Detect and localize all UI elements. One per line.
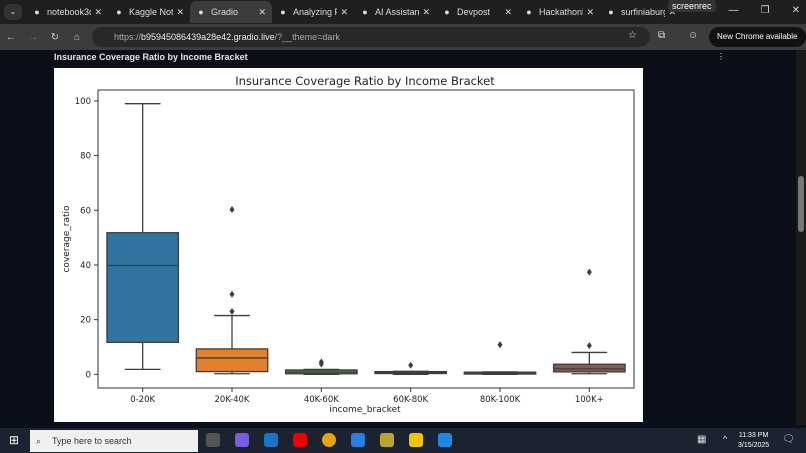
gradio-icon: ● bbox=[198, 7, 204, 17]
y-tick-label: 20 bbox=[80, 316, 91, 326]
tab-kaggle-note[interactable]: ● Kaggle Note✕ bbox=[108, 1, 190, 23]
close-tab-icon[interactable]: ✕ bbox=[94, 6, 102, 17]
close-tab-icon[interactable]: ✕ bbox=[176, 6, 184, 17]
x-tick-label: 20K-40K bbox=[215, 395, 250, 405]
tab-label: notebook3d bbox=[47, 7, 92, 17]
app-icon[interactable] bbox=[380, 433, 394, 447]
box-20K-40K bbox=[195, 348, 269, 373]
taskbar-search-input[interactable]: ⌕ Type here to search bbox=[30, 430, 198, 452]
address-bar-row: ← → ↻ ⌂ https://b95945086439a28e42.gradi… bbox=[0, 24, 806, 61]
outlier-point bbox=[497, 341, 503, 349]
outlier-point bbox=[586, 342, 592, 350]
outlier-point bbox=[408, 361, 414, 369]
bookmark-star-icon[interactable]: ☆ bbox=[628, 30, 637, 41]
hackathon-icon: ● bbox=[526, 7, 532, 17]
chrome-icon[interactable] bbox=[322, 433, 336, 447]
x-tick-label: 100K+ bbox=[575, 395, 604, 405]
minimize-icon[interactable]: — bbox=[728, 5, 739, 16]
tab-notebook3d[interactable]: ● notebook3d ✕ bbox=[26, 1, 108, 23]
close-tab-icon[interactable]: ✕ bbox=[340, 6, 348, 17]
tab-ai-assistant[interactable]: ● AI Assistant ✕ bbox=[354, 1, 436, 23]
taskbar: ⊞ ⌕ Type here to search ▦ ^ 11:33 PM 3/15/… bbox=[0, 428, 806, 453]
home-icon[interactable]: ⌂ bbox=[73, 31, 81, 43]
outlier-point bbox=[229, 290, 235, 298]
extensions-icon[interactable]: ⧉ bbox=[658, 30, 666, 41]
github-icon: ● bbox=[608, 7, 614, 17]
reload-icon[interactable]: ↻ bbox=[50, 31, 60, 43]
tab-bar: ⌄ ●notebook3d✕●Kaggle Note✕●Gradio✕●Anal… bbox=[0, 0, 806, 24]
sticky-notes-icon[interactable] bbox=[409, 433, 423, 447]
forward-icon[interactable]: → bbox=[28, 31, 38, 43]
close-tab-icon[interactable]: ✕ bbox=[586, 6, 594, 17]
plot-card: Insurance Coverage Ratio by Income Brack… bbox=[54, 68, 643, 422]
box-100K+ bbox=[552, 363, 626, 373]
restore-icon[interactable]: ❐ bbox=[760, 5, 770, 16]
windows-start-icon[interactable]: ⊞ bbox=[9, 433, 20, 447]
bug-icon: ● bbox=[280, 7, 286, 17]
vscode-icon[interactable] bbox=[438, 433, 452, 447]
tab-label: surfiniaburg bbox=[621, 7, 666, 17]
tab-label: Gradio bbox=[211, 7, 239, 17]
y-tick-label: 80 bbox=[80, 152, 91, 162]
y-axis-label: coverage_ratio bbox=[62, 205, 72, 273]
notifications-icon[interactable]: 🗨 bbox=[782, 434, 795, 445]
download-icon[interactable] bbox=[351, 433, 365, 447]
outlier-point bbox=[229, 307, 235, 315]
tab-hackathonn[interactable]: ● HackathonN✕ bbox=[518, 1, 600, 23]
outlier-point bbox=[586, 268, 592, 276]
y-tick-label: 100 bbox=[75, 97, 91, 107]
x-tick-label: 80K-100K bbox=[480, 395, 521, 405]
y-tick-label: 0 bbox=[86, 370, 91, 380]
kaggle-icon: ● bbox=[34, 7, 40, 17]
y-tick-label: 60 bbox=[80, 206, 91, 216]
x-axis-label: income_bracket bbox=[329, 405, 401, 415]
task-view-icon[interactable] bbox=[206, 433, 220, 447]
x-tick-label: 60K-80K bbox=[393, 395, 428, 405]
tab-label: Analyzing Pa bbox=[293, 7, 337, 17]
assistant-icon: ● bbox=[362, 7, 368, 17]
box-plot: Insurance Coverage Ratio by Income Brack… bbox=[62, 74, 635, 415]
close-tab-icon[interactable]: ✕ bbox=[422, 6, 430, 17]
close-tab-icon[interactable]: ✕ bbox=[504, 6, 512, 17]
outlook-icon[interactable] bbox=[264, 433, 278, 447]
plot-area-frame bbox=[97, 89, 635, 389]
x-tick-label: 40K-60K bbox=[304, 395, 339, 405]
url-input[interactable]: https://b95945086439a28e42.gradio.live/?… bbox=[92, 27, 650, 47]
kaggle-icon: ● bbox=[116, 7, 122, 17]
youtube-icon[interactable] bbox=[293, 433, 307, 447]
tab-label: HackathonN bbox=[539, 7, 583, 17]
close-tab-icon[interactable]: ✕ bbox=[258, 6, 266, 17]
box-0-20K bbox=[106, 232, 180, 343]
tab-analyzing-pa[interactable]: ● Analyzing Pa✕ bbox=[272, 1, 354, 23]
tab-gradio[interactable]: ● Gradio ✕ bbox=[190, 1, 272, 23]
tab-label: AI Assistant bbox=[375, 7, 420, 17]
tab-label: Devpost bbox=[457, 7, 491, 17]
back-icon[interactable]: ← bbox=[6, 31, 16, 43]
outlier-point bbox=[318, 358, 324, 366]
x-tick-label: 0-20K bbox=[130, 395, 155, 405]
page-scrollbar[interactable] bbox=[796, 50, 806, 425]
tab-search-button[interactable]: ⌄ bbox=[4, 4, 22, 20]
tab-label: Kaggle Note bbox=[129, 7, 174, 17]
outlier-point bbox=[229, 205, 235, 213]
screenrec-badge: screenrec bbox=[668, 0, 716, 12]
keyboard-icon[interactable]: ▦ bbox=[697, 434, 707, 445]
clock[interactable]: 11:33 PM 3/15/2025 bbox=[738, 432, 770, 449]
devpost-icon: ● bbox=[444, 7, 450, 17]
profile-avatar-icon[interactable]: ☺ bbox=[688, 30, 699, 41]
tab-devpost[interactable]: ● Devpost ✕ bbox=[436, 1, 518, 23]
new-chrome-available-button[interactable]: New Chrome available ⋮ bbox=[709, 27, 806, 61]
close-window-icon[interactable]: ✕ bbox=[791, 5, 800, 16]
plot-heading: Insurance Coverage Ratio by Income Brack… bbox=[54, 52, 248, 62]
scrollbar-thumb[interactable] bbox=[798, 176, 804, 232]
copilot-icon[interactable] bbox=[235, 433, 249, 447]
tray-chevron-icon[interactable]: ^ bbox=[723, 434, 728, 444]
chart-title: Insurance Coverage Ratio by Income Brack… bbox=[235, 74, 495, 88]
y-tick-label: 40 bbox=[80, 261, 91, 271]
